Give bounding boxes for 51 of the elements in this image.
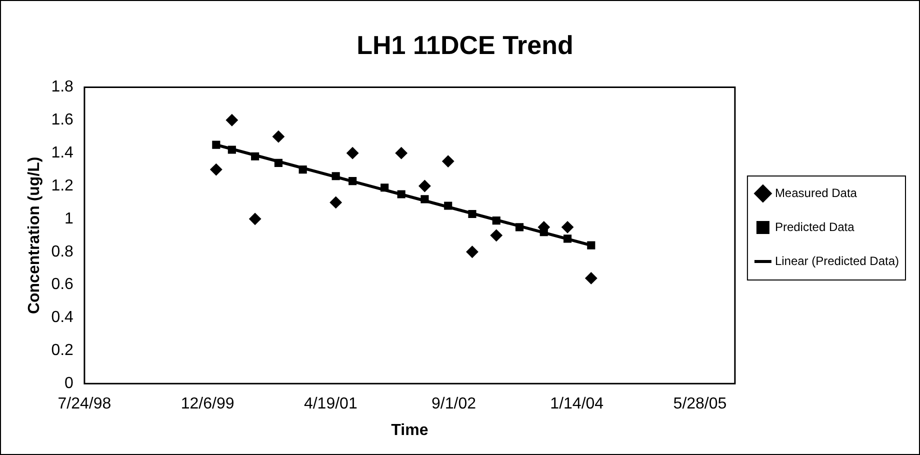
point — [274, 158, 282, 167]
point — [332, 172, 340, 180]
x-tick-label: 1/14/04 — [550, 396, 604, 413]
y-tick-label: 1.2 — [51, 177, 74, 194]
point — [210, 164, 222, 176]
point — [563, 234, 572, 243]
chart-title: LH1 11DCE Trend — [356, 30, 574, 60]
x-axis-title: Time — [391, 422, 428, 439]
point — [418, 180, 431, 192]
y-axis-title: Concentration (ug/L) — [26, 156, 44, 314]
x-tick-label: 5/28/05 — [673, 396, 727, 413]
point — [397, 190, 406, 198]
y-tick-label: 0.6 — [51, 276, 74, 294]
point — [346, 147, 359, 160]
point — [444, 202, 452, 210]
point — [420, 195, 429, 204]
y-tick-label: 1.8 — [51, 78, 74, 96]
y-tick-label: 0.8 — [51, 243, 74, 260]
x-tick-label: 9/1/02 — [432, 396, 476, 413]
point — [212, 140, 220, 149]
point — [587, 241, 596, 250]
y-tick-label: 0.4 — [51, 309, 74, 326]
point — [515, 223, 524, 232]
point — [298, 166, 307, 174]
legend-label: Measured Data — [774, 186, 858, 200]
point — [380, 184, 389, 192]
point — [442, 155, 454, 168]
point — [330, 196, 342, 208]
y-tick-label: 1.6 — [51, 112, 74, 129]
point — [395, 147, 408, 160]
point — [272, 130, 284, 143]
point — [562, 221, 574, 234]
point — [466, 246, 478, 258]
point — [251, 152, 260, 160]
point — [249, 212, 262, 225]
point — [348, 177, 357, 186]
point — [492, 216, 500, 225]
y-tick-label: 0.2 — [51, 342, 74, 360]
legend-label: Predicted Data — [774, 220, 855, 234]
point — [468, 210, 476, 218]
point — [226, 114, 238, 126]
point — [585, 272, 598, 284]
x-tick-label: 7/24/98 — [58, 396, 112, 413]
y-tick-label: 1.4 — [51, 144, 74, 162]
point — [490, 229, 502, 242]
x-tick-label: 12/6/99 — [180, 396, 234, 413]
legend-label: Linear (Predicted Data) — [774, 254, 900, 268]
y-tick-label: 1 — [64, 210, 74, 228]
point — [228, 146, 236, 154]
y-tick-label: 0 — [64, 375, 74, 392]
x-tick-label: 4/19/01 — [304, 396, 358, 413]
